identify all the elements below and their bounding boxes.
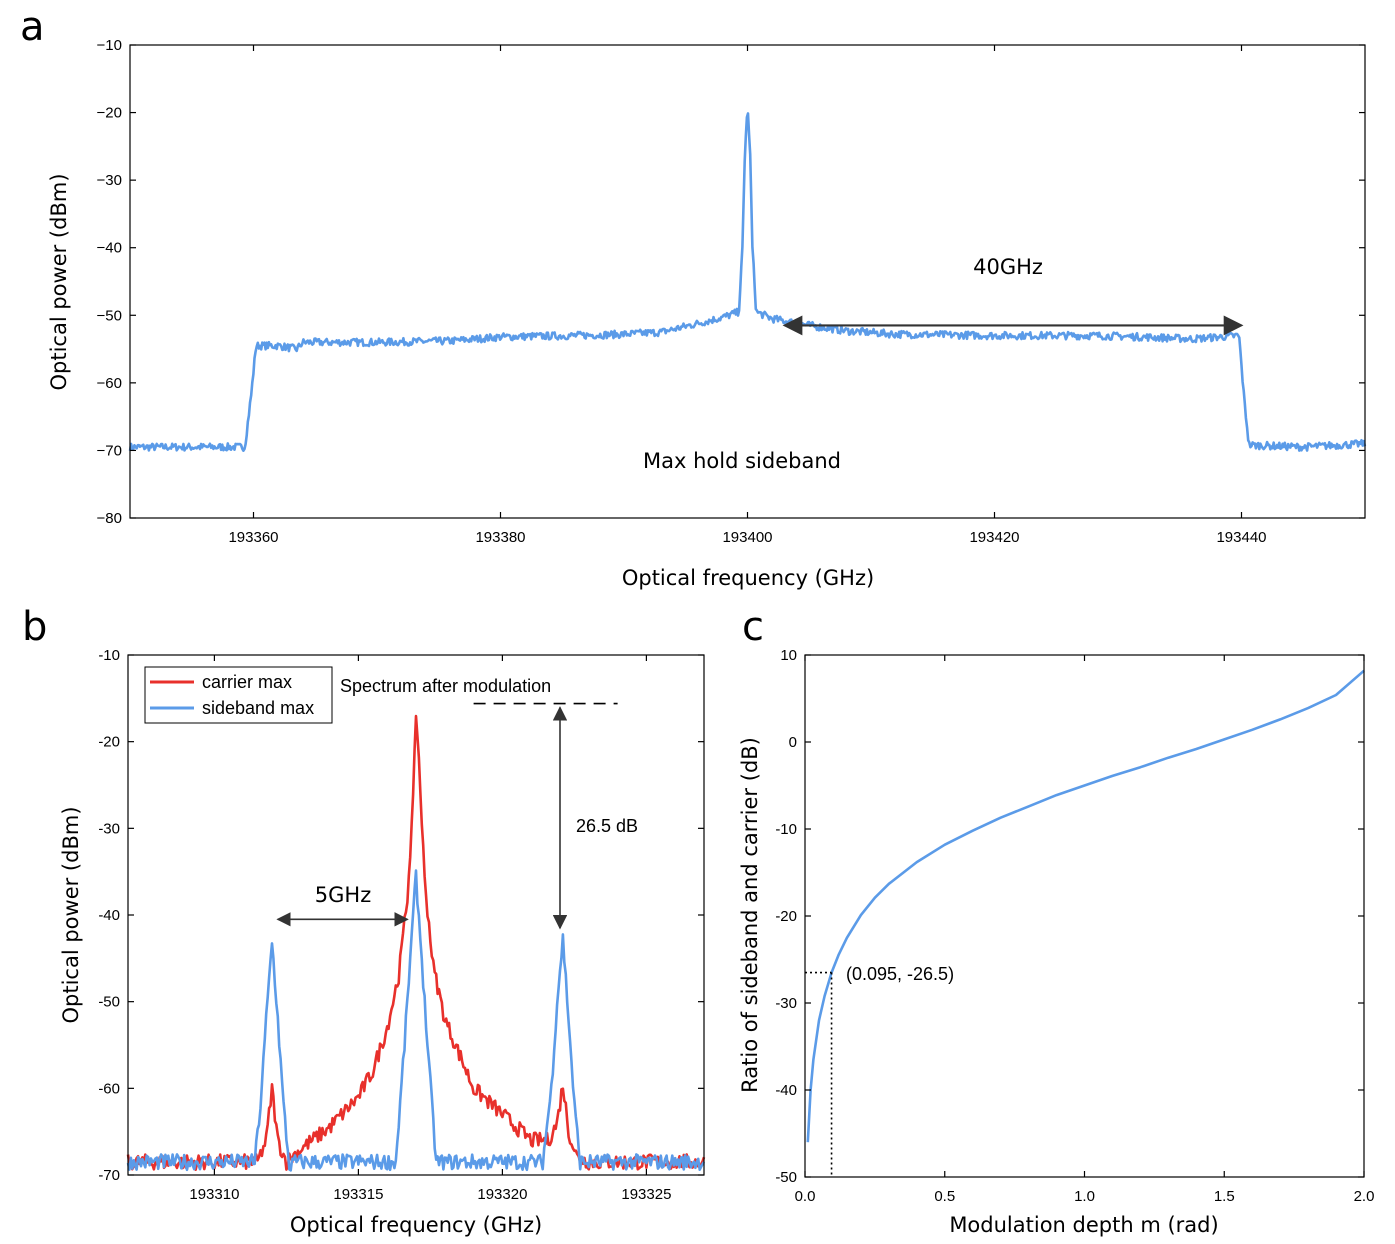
- chart-a: 193360 193380 193400 193420 193440 −10 −20 −30 −…: [47, 37, 1367, 590]
- x-tick-label: 0.5: [934, 1188, 955, 1205]
- y-tick-label: -60: [98, 1080, 120, 1097]
- chart-b-legend: carrier max sideband max: [144, 666, 333, 724]
- chart-c-ticks: 0.0 0.5 1.0 1.5 2.0 10 0 -10 -20 -30 -40 -50: [775, 647, 1374, 1205]
- y-tick-label: −80: [97, 510, 122, 527]
- y-tick-label: −50: [97, 307, 122, 324]
- y-tick-label: 0: [789, 734, 797, 751]
- y-tick-label: -30: [775, 995, 797, 1012]
- y-tick-label: -20: [775, 908, 797, 925]
- series-carrier-max: [126, 714, 706, 1171]
- chart-a-frame: [129, 44, 1366, 519]
- y-tick-label: -30: [98, 820, 120, 837]
- panel-label-a: a: [20, 4, 45, 50]
- legend-label-carrier: carrier max: [202, 672, 292, 692]
- x-tick-label: 193320: [477, 1186, 527, 1203]
- chart-c-ylabel: Ratio of sideband and carrier (dB): [738, 737, 762, 1093]
- x-tick-label: 193420: [969, 529, 1019, 546]
- series-sideband-max: [126, 869, 706, 1172]
- x-tick-label: 193440: [1216, 529, 1266, 546]
- x-tick-label: 193360: [228, 529, 278, 546]
- y-tick-label: -20: [98, 734, 120, 751]
- chart-c-plot: [805, 669, 1365, 1177]
- chart-c-frame: [804, 654, 1365, 1178]
- y-tick-label: -10: [775, 821, 797, 838]
- panel-label-b: b: [22, 604, 47, 650]
- y-tick-label: -50: [775, 1169, 797, 1186]
- chart-a-xlabel: Optical frequency (GHz): [622, 566, 874, 590]
- chart-b: 193310 193315 193320 193325 -10 -20 -30 -40 -50 -…: [59, 647, 706, 1237]
- chart-c-point-label: (0.095, -26.5): [846, 964, 954, 984]
- chart-c-xlabel: Modulation depth m (rad): [949, 1213, 1218, 1237]
- x-tick-label: 193325: [621, 1186, 671, 1203]
- x-tick-label: 193315: [333, 1186, 383, 1203]
- panel-label-c: c: [742, 604, 764, 650]
- x-tick-label: 0.0: [795, 1188, 816, 1205]
- y-tick-label: −20: [97, 105, 122, 122]
- chart-a-ticks: 193360 193380 193400 193420 193440 −10 −20 −30 −…: [97, 37, 1365, 546]
- y-tick-label: -50: [98, 994, 120, 1011]
- y-tick-label: -40: [98, 907, 120, 924]
- chart-b-drop-label: 26.5 dB: [576, 816, 638, 836]
- x-tick-label: 193310: [189, 1186, 239, 1203]
- x-tick-label: 193380: [475, 529, 525, 546]
- chart-b-xlabel: Optical frequency (GHz): [290, 1213, 542, 1237]
- legend-label-sideband: sideband max: [202, 698, 314, 718]
- series-max-hold-sideband: [128, 112, 1367, 452]
- x-tick-label: 1.5: [1214, 1188, 1235, 1205]
- chart-a-trace-label: Max hold sideband: [643, 449, 841, 473]
- y-tick-label: −40: [97, 240, 122, 257]
- chart-c: 0.0 0.5 1.0 1.5 2.0 10 0 -10 -20 -30 -40 -50 (0.095…: [738, 647, 1374, 1237]
- chart-a-ylabel: Optical power (dBm): [47, 173, 71, 390]
- y-tick-label: −60: [97, 375, 122, 392]
- chart-b-frame: [127, 654, 705, 1176]
- y-tick-label: -70: [98, 1167, 120, 1184]
- chart-a-plot: [128, 112, 1367, 452]
- x-tick-label: 2.0: [1354, 1188, 1375, 1205]
- y-tick-label: 10: [780, 647, 797, 664]
- x-tick-label: 193400: [722, 529, 772, 546]
- y-tick-label: -40: [775, 1082, 797, 1099]
- y-tick-label: −30: [97, 172, 122, 189]
- chart-a-span-label: 40GHz: [973, 255, 1043, 279]
- x-tick-label: 1.0: [1074, 1188, 1095, 1205]
- series-ratio: [806, 669, 1365, 1143]
- chart-b-ylabel: Optical power (dBm): [59, 806, 83, 1023]
- chart-b-title-annotation: Spectrum after modulation: [340, 676, 551, 696]
- y-tick-label: −70: [97, 442, 122, 459]
- y-tick-label: −10: [97, 37, 122, 54]
- legend-box: [144, 666, 333, 724]
- chart-b-span-label: 5GHz: [315, 883, 371, 907]
- chart-b-plot: [126, 714, 706, 1172]
- y-tick-label: -10: [98, 647, 120, 664]
- chart-b-ticks: 193310 193315 193320 193325 -10 -20 -30 -40 -50 -…: [98, 647, 704, 1203]
